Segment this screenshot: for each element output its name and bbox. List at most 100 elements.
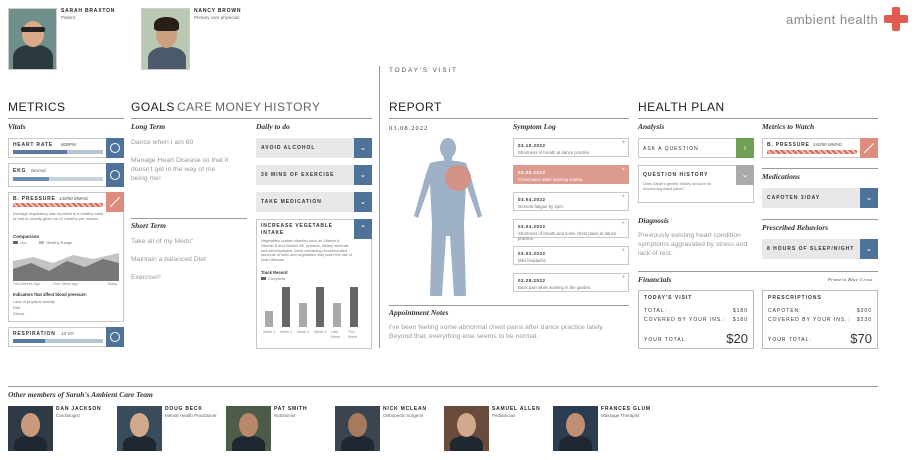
- team-member-name[interactable]: FRANCES GLUM: [601, 406, 651, 412]
- daily-item-0-button[interactable]: ⌄: [354, 138, 372, 158]
- tab-history[interactable]: HISTORY: [264, 100, 321, 114]
- visit-your-total-label: YOUR TOTAL:: [644, 337, 688, 343]
- visit-total-label: TOTAL:: [644, 308, 668, 314]
- report-title: REPORT: [389, 100, 442, 114]
- symptom-date: 02.28.2022: [518, 278, 546, 283]
- tab-money[interactable]: MONEY: [215, 100, 262, 114]
- bp-expand-button[interactable]: [106, 192, 124, 212]
- symptom-entry[interactable]: 02.28.2022 Back pain while working in the…: [513, 273, 629, 292]
- behavior-item[interactable]: 8 HOURS OF SLEEP/NIGHT: [762, 239, 860, 259]
- tab-goals[interactable]: GOALS: [131, 100, 175, 114]
- question-history-button[interactable]: ⌄: [736, 165, 754, 185]
- respiration-card[interactable]: RESPIRATION 14 VO: [8, 327, 124, 347]
- daily-item-exercise[interactable]: 30 MINS OF EXERCISE: [256, 165, 354, 185]
- heart-rate-card[interactable]: HEART RATE 80BPM: [8, 138, 124, 158]
- bp-description: Average respiratory rate reported in a h…: [13, 211, 104, 221]
- team-member-name[interactable]: DAN JACKSON: [56, 406, 102, 412]
- short-term-item-2: Exercise!!: [131, 274, 161, 281]
- symptom-date: 03.04.2022: [518, 224, 546, 229]
- chest-pain-marker[interactable]: [445, 165, 471, 191]
- appointment-notes-label: Appointment Notes: [389, 308, 449, 317]
- team-member-avatar[interactable]: [117, 406, 162, 451]
- team-member-name[interactable]: SAMUEL ALLEN: [492, 406, 541, 412]
- watch-bp-card[interactable]: B. PRESSURE 140/90 MMHG: [762, 138, 878, 158]
- heart-rate-bar: [13, 150, 67, 154]
- todays-visit-card[interactable]: TODAY'S VISIT TOTAL: $180 COVERED BY YOUR…: [638, 290, 754, 349]
- team-member-role: Pediatrician: [492, 413, 516, 418]
- patient-avatar[interactable]: [8, 8, 57, 70]
- brand-cross-icon[interactable]: [884, 7, 908, 31]
- team-member-avatar[interactable]: [444, 406, 489, 451]
- plus-icon[interactable]: +: [621, 140, 625, 146]
- team-member-name[interactable]: NICK MCLEAN: [383, 406, 427, 412]
- prescriptions-card[interactable]: PRESCRIPTIONS CAPOTEN: $300 COVERED BY YO…: [762, 290, 878, 349]
- rx-covered-label: COVERED BY YOUR INS.:: [768, 317, 850, 323]
- track-bar-label: Week 2: [280, 330, 293, 334]
- plus-icon[interactable]: +: [621, 248, 625, 254]
- chevron-right-icon: ›: [743, 143, 747, 152]
- circle-icon: [110, 332, 120, 342]
- respiration-expand-button[interactable]: [106, 327, 124, 347]
- plus-icon[interactable]: +: [621, 167, 625, 173]
- visit-your-total: $20: [726, 331, 748, 346]
- watch-bp-button[interactable]: [860, 138, 878, 158]
- symptom-text: Shortness of breath at dance practice.: [518, 150, 591, 155]
- chart-label-1: One Week Ago: [53, 282, 79, 286]
- track-bar: [299, 303, 307, 327]
- chevron-down-icon: ⌄: [359, 197, 367, 206]
- medication-button[interactable]: ⌄: [860, 188, 878, 208]
- ekg-card[interactable]: EKG Normal: [8, 163, 124, 187]
- track-bar: [282, 287, 290, 327]
- daily-item-1-button[interactable]: ⌄: [354, 165, 372, 185]
- long-term-label: Long Term: [131, 122, 166, 131]
- ask-question-button[interactable]: ›: [736, 138, 754, 158]
- rx-your-total: $70: [850, 331, 872, 346]
- team-member-name[interactable]: PAT SMITH: [274, 406, 308, 412]
- team-member-role: Cardiologist: [56, 413, 80, 418]
- daily-item-2-button[interactable]: ⌄: [354, 192, 372, 212]
- heart-rate-expand-button[interactable]: [106, 138, 124, 158]
- body-figure[interactable]: [408, 136, 488, 300]
- track-record-label: Track Record: [261, 270, 288, 275]
- patient-name: SARAH BRAXTON: [61, 8, 116, 14]
- daily-expanded-collapse-button[interactable]: ⌃: [354, 219, 372, 239]
- bp-value: 140/90 MMHG: [59, 196, 89, 201]
- short-term-label: Short Term: [131, 221, 166, 230]
- team-member-avatar[interactable]: [553, 406, 598, 451]
- daily-item-medication[interactable]: TAKE MEDICATION: [256, 192, 354, 212]
- team-member-name[interactable]: DOUG BECK: [165, 406, 203, 412]
- expanded-title: INCREASE VEGETABLE INTAKE: [261, 223, 333, 236]
- metrics-title: METRICS: [8, 100, 66, 114]
- symptom-entry[interactable]: 03.06.2022 Chest pains while dancing zumb…: [513, 165, 629, 184]
- bp-card[interactable]: B. PRESSURE 140/90 MMHG Average respirat…: [8, 192, 124, 322]
- plus-icon[interactable]: +: [621, 221, 625, 227]
- behavior-button[interactable]: ⌄: [860, 239, 878, 259]
- question-history-card[interactable]: QUESTION HISTORY Does Sarah's genetic hi…: [638, 165, 754, 203]
- ask-question-label: ASK A QUESTION: [643, 146, 699, 152]
- physician-avatar[interactable]: [141, 8, 190, 70]
- heart-rate-value: 80BPM: [61, 142, 76, 147]
- symptom-entry[interactable]: 03.02.2022 Mild headache. +: [513, 246, 629, 265]
- team-member-avatar[interactable]: [8, 406, 53, 451]
- track-bar: [350, 287, 358, 327]
- plus-icon[interactable]: +: [621, 194, 625, 200]
- center-divider: [379, 66, 380, 348]
- rx-item: $300: [856, 308, 872, 314]
- question-history-text: Does Sarah's genetic history account for…: [643, 182, 712, 191]
- bp-stripe-bar: [13, 203, 103, 207]
- expanded-desc: Vegetables contain vitamins such as Vita…: [261, 239, 352, 263]
- medication-item[interactable]: CAPOTEN 3/DAY: [762, 188, 860, 208]
- symptom-entry[interactable]: 03.04.2022 General fatigue by 3pm. +: [513, 192, 629, 211]
- physician-name: NANCY BROWN: [194, 8, 242, 14]
- team-member-avatar[interactable]: [335, 406, 380, 451]
- symptom-entry[interactable]: 03.04.2022 Shortness of breath and some c…: [513, 219, 629, 241]
- plus-icon[interactable]: +: [621, 275, 625, 281]
- tab-care[interactable]: CARE: [177, 100, 213, 114]
- visit-total: $180: [732, 308, 748, 314]
- symptom-entry[interactable]: 03.10.2022 Shortness of breath at dance p…: [513, 138, 629, 157]
- daily-expanded-card[interactable]: INCREASE VEGETABLE INTAKE Vegetables con…: [256, 219, 372, 349]
- daily-item-avoid-alcohol[interactable]: AVOID ALCOHOL: [256, 138, 354, 158]
- ekg-expand-button[interactable]: [106, 163, 124, 187]
- team-member-avatar[interactable]: [226, 406, 271, 451]
- team-member-role: Mental Health Practitioner: [165, 413, 217, 418]
